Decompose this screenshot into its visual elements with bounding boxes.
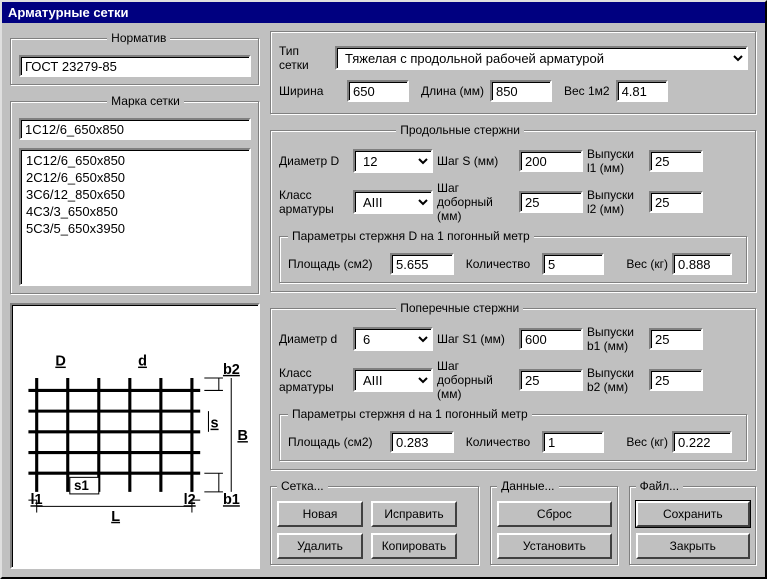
length-input[interactable] xyxy=(490,80,552,102)
type-label: Тип сетки xyxy=(279,44,329,72)
diam-d-select[interactable]: 12 xyxy=(353,149,433,173)
diam-d2-select[interactable]: 6 xyxy=(353,327,433,351)
new-button[interactable]: Новая xyxy=(277,501,363,527)
delete-button[interactable]: Удалить xyxy=(277,533,363,559)
svg-text:D: D xyxy=(55,354,65,370)
long-count-label: Количество xyxy=(458,257,538,271)
longitudinal-group: Продольные стержни Диаметр D 12 Шаг S (м… xyxy=(270,123,757,293)
long-area-input[interactable] xyxy=(390,253,454,275)
weight1m2-label: Вес 1м2 xyxy=(564,84,610,98)
titlebar: Арматурные сетки xyxy=(2,2,765,23)
cross-weight-input[interactable] xyxy=(672,431,732,453)
step-s-label: Шаг S (мм) xyxy=(437,154,515,168)
long-weight-input[interactable] xyxy=(672,253,732,275)
brand-list[interactable]: 1С12/6_650x850 2С12/6_650x850 3С6/12_850… xyxy=(19,148,251,286)
long-area-label: Площадь (см2) xyxy=(288,257,386,271)
step-s1-label: Шаг S1 (мм) xyxy=(437,332,515,346)
main-window: Арматурные сетки Норматив Марка сетки 1С… xyxy=(0,0,767,579)
stepd-d2-input[interactable] xyxy=(519,369,583,391)
set-button[interactable]: Установить xyxy=(497,533,611,559)
cross-group: Поперечные стержни Диаметр d 6 Шаг S1 (м… xyxy=(270,301,757,471)
out-b2-label: Выпуски b2 (мм) xyxy=(587,366,645,394)
data-actions-group: Данные... Сброс Установить xyxy=(490,479,618,566)
out-l1-input[interactable] xyxy=(649,150,703,172)
mesh-diagram: D d b2 b1 B s L l1 l2 s1 xyxy=(10,303,260,569)
svg-text:L: L xyxy=(111,509,120,525)
out-l2-label: Выпуски l2 (мм) xyxy=(587,188,645,216)
long-sub-group: Параметры стержня D на 1 погонный метр П… xyxy=(279,229,748,284)
copy-button[interactable]: Копировать xyxy=(371,533,457,559)
normative-legend: Норматив xyxy=(107,31,170,45)
cross-count-label: Количество xyxy=(458,435,538,449)
length-label: Длина (мм) xyxy=(421,84,484,98)
cross-weight-label: Вес (кг) xyxy=(608,435,668,449)
class-d-label: Класс арматуры xyxy=(279,188,349,216)
list-item[interactable]: 1С12/6_650x850 xyxy=(23,152,247,169)
svg-text:s1: s1 xyxy=(74,478,89,493)
brand-group: Марка сетки 1С12/6_650x850 2С12/6_650x85… xyxy=(10,94,260,295)
cross-sub-group: Параметры стержня d на 1 погонный метр П… xyxy=(279,407,748,462)
cross-area-input[interactable] xyxy=(390,431,454,453)
svg-text:l2: l2 xyxy=(184,492,196,508)
out-b1-label: Выпуски b1 (мм) xyxy=(587,325,645,353)
stepd-d2-label: Шаг доборный (мм) xyxy=(437,359,515,401)
window-title: Арматурные сетки xyxy=(8,5,128,20)
list-item[interactable]: 4С3/3_650x850 xyxy=(23,203,247,220)
svg-text:d: d xyxy=(138,354,147,370)
out-l1-label: Выпуски l1 (мм) xyxy=(587,147,645,175)
brand-input[interactable] xyxy=(19,118,251,140)
cross-area-label: Площадь (см2) xyxy=(288,435,386,449)
list-item[interactable]: 2С12/6_650x850 xyxy=(23,169,247,186)
long-count-input[interactable] xyxy=(542,253,604,275)
svg-text:B: B xyxy=(237,428,247,444)
reset-button[interactable]: Сброс xyxy=(497,501,611,527)
list-item[interactable]: 5С3/5_650x3950 xyxy=(23,220,247,237)
cross-count-input[interactable] xyxy=(542,431,604,453)
out-b2-input[interactable] xyxy=(649,369,703,391)
long-sub-legend: Параметры стержня D на 1 погонный метр xyxy=(288,229,534,243)
normative-input[interactable] xyxy=(19,55,251,77)
file-actions-legend: Файл... xyxy=(636,479,684,493)
class-d-select[interactable]: AIII xyxy=(353,190,433,214)
mesh-actions-group: Сетка... Новая Исправить Удалить Копиров… xyxy=(270,479,480,566)
step-s-input[interactable] xyxy=(519,150,583,172)
svg-text:b1: b1 xyxy=(223,492,240,508)
close-button[interactable]: Закрыть xyxy=(636,533,750,559)
out-l2-input[interactable] xyxy=(649,191,703,213)
svg-text:l1: l1 xyxy=(30,492,42,508)
svg-text:s: s xyxy=(211,416,219,432)
step-s1-input[interactable] xyxy=(519,328,583,350)
mesh-diagram-svg: D d b2 b1 B s L l1 l2 s1 xyxy=(16,311,254,563)
normative-group: Норматив xyxy=(10,31,260,86)
class-d2-label: Класс арматуры xyxy=(279,366,349,394)
svg-text:b2: b2 xyxy=(223,362,240,378)
mesh-type-select[interactable]: Тяжелая с продольной рабочей арматурой xyxy=(335,46,748,70)
cross-sub-legend: Параметры стержня d на 1 погонный метр xyxy=(288,407,532,421)
width-label: Ширина xyxy=(279,84,341,98)
save-button[interactable]: Сохранить xyxy=(636,501,750,527)
mesh-actions-legend: Сетка... xyxy=(277,479,328,493)
long-weight-label: Вес (кг) xyxy=(608,257,668,271)
diam-d2-label: Диаметр d xyxy=(279,332,349,346)
longitudinal-legend: Продольные стержни xyxy=(396,123,524,137)
class-d2-select[interactable]: AIII xyxy=(353,368,433,392)
out-b1-input[interactable] xyxy=(649,328,703,350)
weight1m2-input[interactable] xyxy=(616,80,668,102)
diam-d-label: Диаметр D xyxy=(279,154,349,168)
file-actions-group: Файл... Сохранить Закрыть xyxy=(629,479,757,566)
fix-button[interactable]: Исправить xyxy=(371,501,457,527)
stepd-d-label: Шаг доборный (мм) xyxy=(437,181,515,223)
brand-legend: Марка сетки xyxy=(107,94,184,108)
data-actions-legend: Данные... xyxy=(497,479,558,493)
mesh-type-group: Тип сетки Тяжелая с продольной рабочей а… xyxy=(270,31,757,115)
list-item[interactable]: 3С6/12_850x650 xyxy=(23,186,247,203)
cross-legend: Поперечные стержни xyxy=(396,301,523,315)
width-input[interactable] xyxy=(347,80,409,102)
stepd-d-input[interactable] xyxy=(519,191,583,213)
